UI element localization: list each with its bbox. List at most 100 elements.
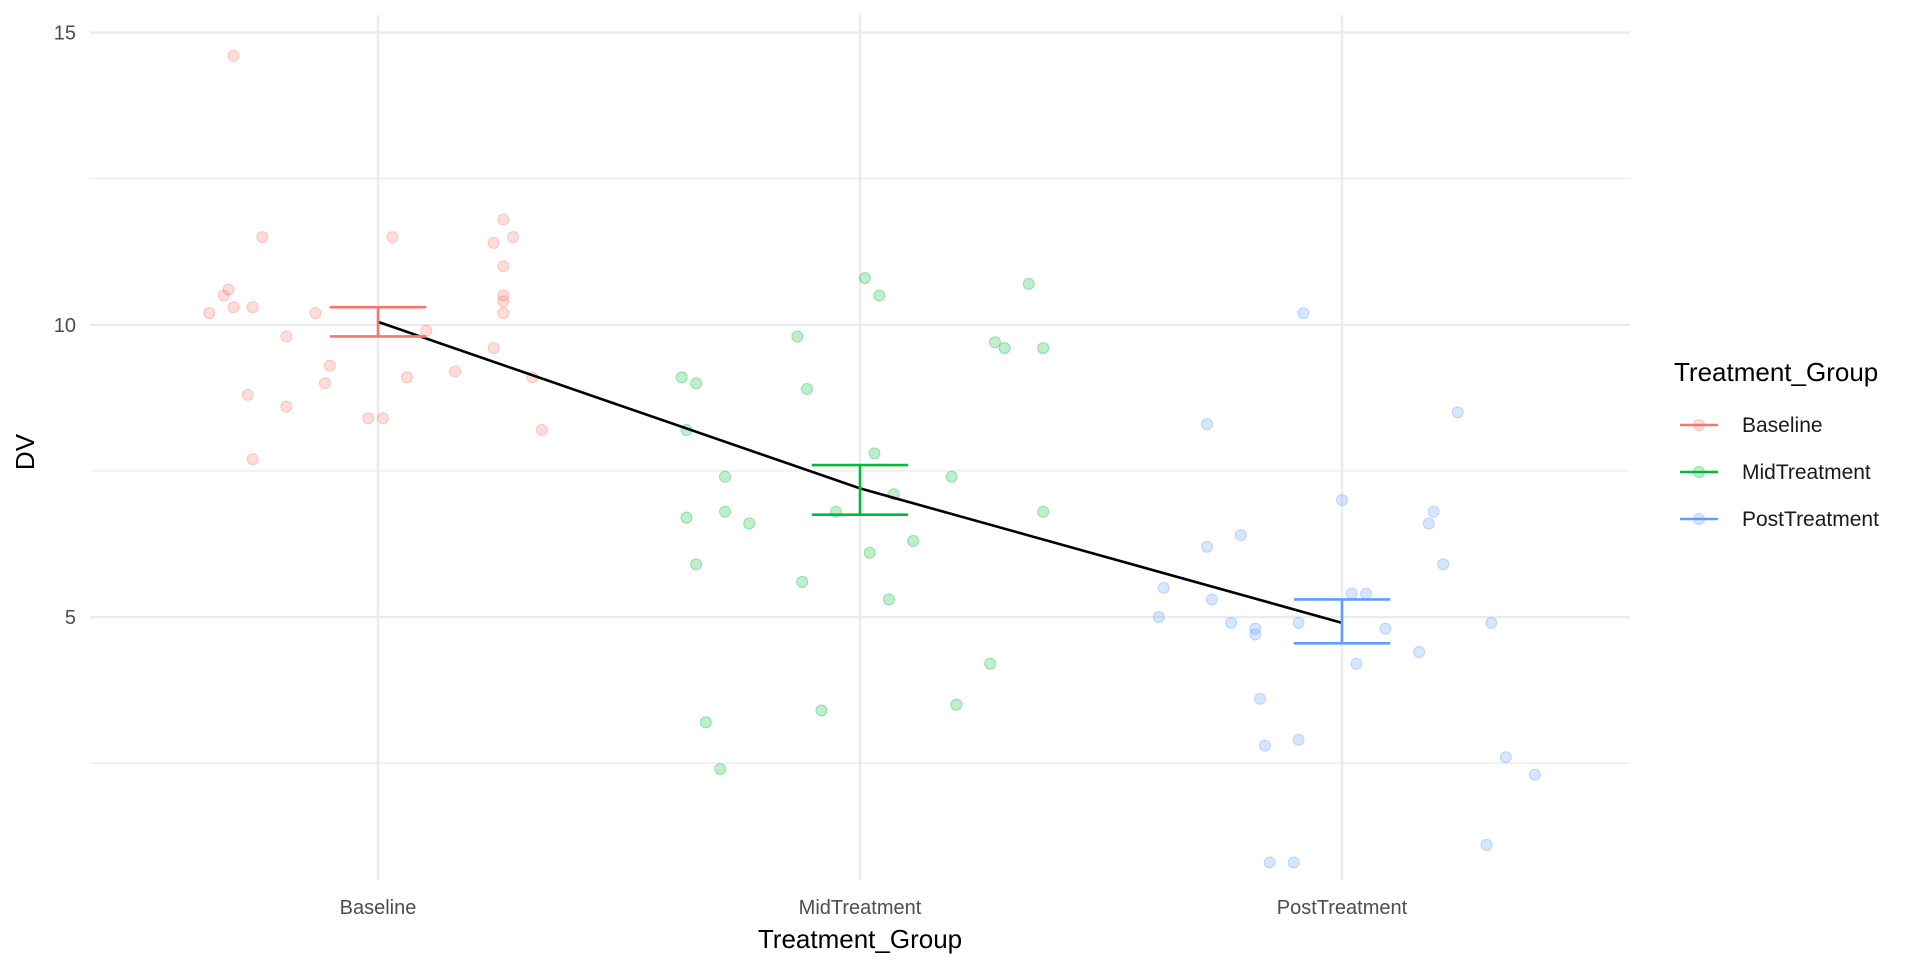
data-point-baseline	[497, 260, 510, 273]
data-point-baseline	[323, 359, 336, 372]
data-point-midtreatment	[791, 330, 804, 343]
data-point-midtreatment	[699, 716, 712, 729]
legend-title: Treatment_Group	[1674, 357, 1878, 387]
data-point-posttreatment	[1292, 733, 1305, 746]
data-point-midtreatment	[1037, 505, 1050, 518]
grid	[90, 15, 1630, 880]
data-point-posttreatment	[1350, 657, 1363, 670]
data-point-baseline	[318, 377, 331, 390]
data-point-baseline	[487, 342, 500, 355]
data-point-posttreatment	[1451, 406, 1464, 419]
data-point-midtreatment	[690, 558, 703, 571]
data-point-posttreatment	[1287, 856, 1300, 869]
data-point-baseline	[386, 231, 399, 244]
data-point-baseline	[497, 289, 510, 302]
data-point-baseline	[280, 400, 293, 413]
data-point-posttreatment	[1360, 587, 1373, 600]
error-bar-baseline	[329, 305, 427, 338]
data-point-midtreatment	[984, 657, 997, 670]
data-point-midtreatment	[675, 371, 688, 384]
data-point-baseline	[497, 307, 510, 320]
data-point-baseline	[309, 307, 322, 320]
data-point-midtreatment	[680, 511, 693, 524]
error-bar-midtreatment	[811, 463, 909, 517]
data-point-posttreatment	[1234, 529, 1247, 542]
data-point-posttreatment	[1413, 646, 1426, 659]
error-bars	[329, 305, 1391, 645]
data-points	[203, 49, 1541, 869]
x-axis-title: Treatment_Group	[758, 924, 962, 954]
data-point-baseline	[241, 388, 254, 401]
data-point-posttreatment	[1249, 622, 1262, 635]
data-point-midtreatment	[882, 593, 895, 606]
data-point-baseline	[449, 365, 462, 378]
data-point-midtreatment	[907, 535, 920, 548]
data-point-posttreatment	[1485, 616, 1498, 629]
data-point-baseline	[506, 231, 519, 244]
data-point-midtreatment	[873, 289, 886, 302]
legend: Treatment_Group Baseline MidTreatment Post…	[1674, 357, 1879, 531]
data-point-baseline	[280, 330, 293, 343]
legend-label: PostTreatment	[1742, 508, 1879, 531]
data-point-baseline	[376, 412, 389, 425]
data-point-posttreatment	[1205, 593, 1218, 606]
data-point-posttreatment	[1437, 558, 1450, 571]
data-point-posttreatment	[1528, 768, 1541, 781]
error-bar-posttreatment	[1293, 598, 1391, 645]
data-point-baseline	[400, 371, 413, 384]
data-point-baseline	[246, 301, 259, 314]
data-point-posttreatment	[1292, 616, 1305, 629]
data-point-posttreatment	[1254, 692, 1267, 705]
data-point-midtreatment	[1022, 277, 1035, 290]
legend-key-point	[1693, 419, 1705, 431]
legend-key-point	[1693, 466, 1705, 478]
data-point-posttreatment	[1345, 587, 1358, 600]
data-point-baseline	[217, 289, 230, 302]
y-tick-label: 10	[54, 315, 76, 337]
legend-label: MidTreatment	[1742, 461, 1871, 484]
data-point-posttreatment	[1480, 838, 1493, 851]
data-point-posttreatment	[1297, 307, 1310, 320]
data-point-posttreatment	[1201, 418, 1214, 431]
data-point-midtreatment	[945, 470, 958, 483]
data-point-midtreatment	[988, 336, 1001, 349]
y-tick-label: 15	[54, 23, 76, 45]
data-point-baseline	[227, 301, 240, 314]
legend-key-point	[1693, 513, 1705, 525]
data-point-posttreatment	[1263, 856, 1276, 869]
x-tick-label: MidTreatment	[799, 897, 922, 919]
data-point-posttreatment	[1258, 739, 1271, 752]
data-point-baseline	[203, 307, 216, 320]
data-point-baseline	[497, 295, 510, 308]
legend-entry-posttreatment: PostTreatment	[1680, 508, 1879, 531]
data-point-posttreatment	[1201, 540, 1214, 553]
data-point-posttreatment	[1499, 751, 1512, 764]
data-point-midtreatment	[796, 575, 809, 588]
legend-entry-baseline: Baseline	[1680, 414, 1823, 437]
data-point-baseline	[227, 49, 240, 62]
data-point-midtreatment	[858, 272, 871, 285]
y-tick-labels: 5 10 15	[54, 23, 76, 629]
data-point-posttreatment	[1225, 616, 1238, 629]
data-point-midtreatment	[998, 342, 1011, 355]
data-point-baseline	[535, 423, 548, 436]
data-point-baseline	[487, 236, 500, 249]
data-point-midtreatment	[743, 517, 756, 530]
data-point-posttreatment	[1422, 517, 1435, 530]
data-point-posttreatment	[1152, 610, 1165, 623]
data-point-midtreatment	[1037, 342, 1050, 355]
legend-label: Baseline	[1742, 414, 1823, 437]
data-point-posttreatment	[1427, 505, 1440, 518]
data-point-posttreatment	[1157, 581, 1170, 594]
y-axis-title: DV	[10, 433, 40, 470]
data-point-posttreatment	[1379, 622, 1392, 635]
data-point-midtreatment	[868, 447, 881, 460]
data-point-midtreatment	[719, 505, 732, 518]
data-point-baseline	[222, 283, 235, 296]
data-point-midtreatment	[690, 377, 703, 390]
data-point-posttreatment	[1249, 628, 1262, 641]
data-point-posttreatment	[1336, 494, 1348, 507]
data-point-baseline	[420, 324, 433, 337]
x-tick-label: PostTreatment	[1277, 897, 1408, 919]
